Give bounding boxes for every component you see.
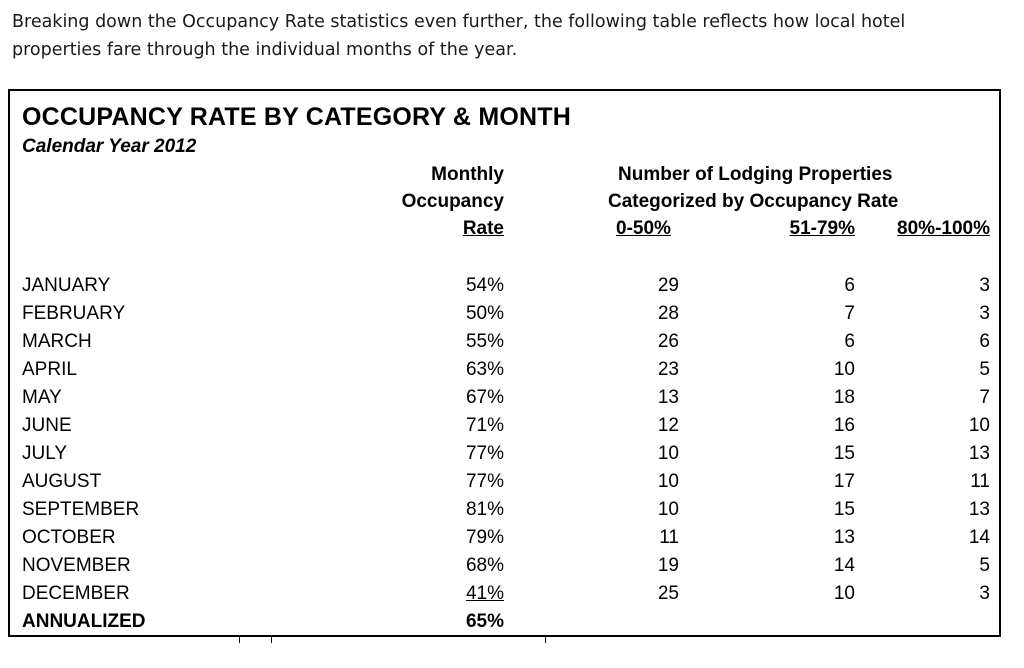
month-cell: JANUARY <box>22 275 111 296</box>
rate-cell: 67% <box>465 387 504 408</box>
cat1-cell: 29 <box>657 275 679 296</box>
month-cell: MAY <box>22 387 62 408</box>
intro-paragraph: Breaking down the Occupancy Rate statist… <box>12 8 1017 64</box>
annualized-label: ANNUALIZED <box>22 611 146 632</box>
rate-cell: 41% <box>465 583 504 604</box>
month-cell: FEBRUARY <box>22 303 126 324</box>
column-tick <box>239 636 240 643</box>
table-title: OCCUPANCY RATE BY CATEGORY & MONTH <box>22 103 571 131</box>
cat1-cell: 26 <box>657 331 679 352</box>
cat1-cell: 28 <box>657 303 679 324</box>
month-cell: MARCH <box>22 331 92 352</box>
annualized-rate: 65% <box>465 611 504 632</box>
cat1-cell: 11 <box>659 527 679 548</box>
month-cell: JUNE <box>22 415 72 436</box>
rate-cell: 50% <box>465 303 504 324</box>
month-column: JANUARY FEBRUARY MARCH APRIL MAY JUNE JU… <box>22 272 146 636</box>
rate-header: Monthly Occupancy Rate <box>402 161 504 242</box>
rate-cell: 71% <box>465 415 504 436</box>
intro-line-2: properties fare through the individual m… <box>12 40 518 60</box>
cat2-cell: 6 <box>844 331 855 352</box>
cat2-cell: 13 <box>833 527 855 548</box>
cat2-cell: 18 <box>833 387 855 408</box>
cat3-cell: 5 <box>979 555 990 576</box>
cat1-cell: 12 <box>657 415 679 436</box>
cat2-cell: 6 <box>844 275 855 296</box>
month-cell: SEPTEMBER <box>22 499 140 520</box>
cat2-cell: 14 <box>833 555 855 576</box>
cat3-cell: 6 <box>979 331 990 352</box>
cat3-cell: 3 <box>979 275 990 296</box>
group-header-line-1: Number of Lodging Properties <box>618 164 893 185</box>
table-subtitle: Calendar Year 2012 <box>22 136 197 157</box>
cat3-cell: 13 <box>968 443 990 464</box>
rate-cell: 63% <box>465 359 504 380</box>
group-header: Number of Lodging Properties Categorized… <box>608 161 898 215</box>
cat1-cell: 10 <box>657 471 679 492</box>
rate-cell: 77% <box>465 443 504 464</box>
cat3-cell: 10 <box>968 415 990 436</box>
rate-header-line-2: Occupancy <box>401 191 504 212</box>
month-cell: NOVEMBER <box>22 555 131 576</box>
cat2-cell: 10 <box>833 359 855 380</box>
cat1-cell: 25 <box>657 583 679 604</box>
month-cell: APRIL <box>22 359 77 380</box>
cat3-cell: 7 <box>979 387 990 408</box>
cat2-cell: 15 <box>833 443 855 464</box>
rate-cell: 55% <box>465 331 504 352</box>
cat1-cell: 10 <box>657 499 679 520</box>
cat2-column: 6 7 6 10 18 16 15 17 15 13 14 10 <box>834 272 855 608</box>
month-cell: OCTOBER <box>22 527 116 548</box>
cat1-cell: 23 <box>657 359 679 380</box>
cat3-cell: 13 <box>968 499 990 520</box>
cat2-cell: 7 <box>844 303 855 324</box>
cat2-header: 51-79% <box>789 218 856 239</box>
cat1-header: 0-50% <box>616 218 671 239</box>
rate-cell: 77% <box>465 471 504 492</box>
column-tick <box>545 636 546 643</box>
rate-header-line-3: Rate <box>462 218 504 239</box>
cat3-column: 3 3 6 5 7 10 13 11 13 14 5 3 <box>969 272 990 608</box>
cat3-cell: 14 <box>968 527 990 548</box>
rate-cell: 81% <box>465 499 504 520</box>
rate-header-line-1: Monthly <box>431 164 504 185</box>
month-cell: AUGUST <box>22 471 102 492</box>
cat2-cell: 15 <box>833 499 855 520</box>
cat1-cell: 19 <box>657 555 679 576</box>
cat2-cell: 17 <box>833 471 855 492</box>
occupancy-table-box: OCCUPANCY RATE BY CATEGORY & MONTH Calen… <box>8 89 1001 643</box>
cat2-cell: 10 <box>833 583 855 604</box>
cat3-cell: 3 <box>979 303 990 324</box>
rate-cell: 79% <box>465 527 504 548</box>
cat3-cell: 3 <box>979 583 990 604</box>
rate-cell: 68% <box>465 555 504 576</box>
group-header-line-2: Categorized by Occupancy Rate <box>608 191 899 212</box>
month-cell: DECEMBER <box>22 583 130 604</box>
cat1-cell: 10 <box>657 443 679 464</box>
rate-column: 54% 50% 55% 63% 67% 71% 77% 77% 81% 79% … <box>466 272 504 636</box>
month-cell: JULY <box>22 443 68 464</box>
intro-line-1: Breaking down the Occupancy Rate statist… <box>12 12 906 32</box>
cat1-cell: 13 <box>657 387 679 408</box>
cat3-cell: 11 <box>970 471 990 492</box>
cat3-header: 80%-100% <box>897 218 990 239</box>
cat1-column: 29 28 26 23 13 12 10 10 10 11 19 25 <box>658 272 679 608</box>
cat3-cell: 5 <box>979 359 990 380</box>
rate-cell: 54% <box>465 275 504 296</box>
column-tick <box>271 636 272 643</box>
cat2-cell: 16 <box>833 415 855 436</box>
